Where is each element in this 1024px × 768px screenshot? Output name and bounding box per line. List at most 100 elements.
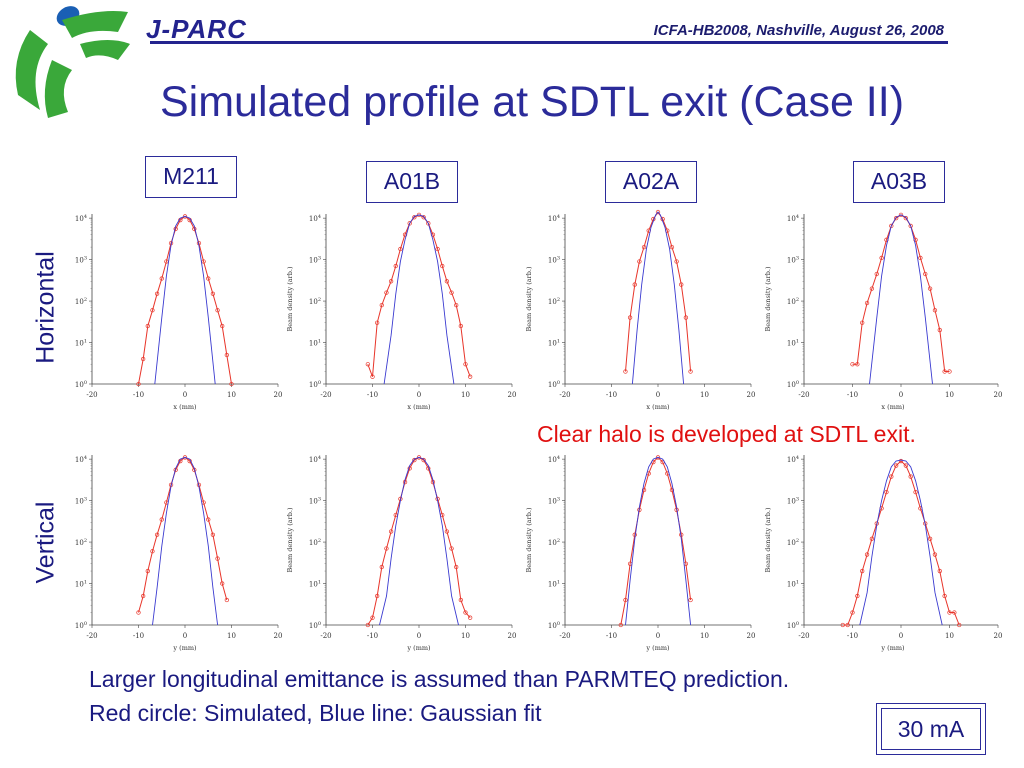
simulated-point (365, 622, 370, 628)
y-tick-label: 100 (548, 621, 560, 630)
y-tick-label: 102 (75, 297, 87, 306)
simulated-point (379, 302, 384, 308)
simulated-point (421, 215, 426, 220)
simulated-point (210, 291, 216, 296)
simulated-series-line (138, 215, 232, 385)
simulated-point (641, 244, 647, 250)
x-tick-label: 10 (945, 632, 954, 640)
simulated-point (937, 327, 942, 333)
simulated-point (893, 215, 899, 221)
simulated-point (384, 290, 389, 295)
simulated-point (435, 246, 440, 252)
y-axis-title: Beam density (arb.) (525, 507, 533, 572)
y-tick-label: 104 (548, 214, 560, 223)
y-tick-label: 104 (75, 214, 87, 223)
x-axis-title: y (mm) (172, 644, 197, 652)
simulated-point (220, 323, 225, 329)
gaussian-fit-line (859, 459, 943, 626)
y-tick-label: 100 (75, 621, 87, 630)
header-divider (150, 41, 948, 44)
simulated-series-line (842, 460, 960, 626)
simulated-point (145, 323, 150, 329)
simulated-point (932, 552, 938, 557)
simulated-series-line (367, 214, 471, 377)
simulated-point (903, 463, 909, 468)
simulated-point (398, 246, 403, 252)
x-tick-label: 20 (747, 632, 756, 640)
y-tick-label: 103 (548, 497, 560, 506)
x-axis-title: y (mm) (645, 644, 670, 652)
simulated-point (655, 209, 661, 215)
simulated-point (365, 362, 370, 367)
column-label-a01b: A01B (366, 161, 458, 203)
simulated-point (421, 457, 426, 463)
simulated-point (869, 286, 875, 291)
x-tick-label: 20 (994, 632, 1003, 640)
gaussian-fit-line (383, 214, 455, 385)
simulated-point (370, 615, 375, 620)
gaussian-fit-line (869, 214, 933, 385)
simulated-point (454, 302, 459, 308)
simulated-point (850, 610, 855, 615)
simulated-point (449, 546, 454, 551)
simulated-point (444, 529, 450, 534)
x-axis-title: y (mm) (880, 644, 905, 652)
simulated-point (864, 300, 870, 306)
y-tick-label: 100 (787, 621, 799, 630)
simulated-point (454, 564, 459, 570)
plot-horizontal-a01b: -20 -10 0 10 20 100 101 102 103 104 x (mm) Beam den… (282, 206, 516, 418)
simulated-point (416, 455, 422, 460)
beam-current-label: 30 mA (881, 708, 981, 750)
gaussian-fit-line (625, 456, 692, 626)
simulated-point (932, 308, 938, 313)
y-tick-label: 101 (787, 339, 799, 348)
simulated-point (182, 214, 188, 219)
y-tick-label: 104 (548, 455, 560, 464)
simulated-point (947, 369, 952, 374)
simulated-point (864, 552, 870, 557)
simulated-point (683, 315, 689, 320)
x-tick-label: 10 (227, 632, 236, 640)
simulated-point (182, 455, 188, 460)
y-tick-label: 102 (548, 297, 560, 306)
x-tick-label: 20 (747, 391, 756, 399)
simulated-point (145, 568, 150, 574)
y-tick-label: 101 (787, 580, 799, 589)
x-tick-label: -20 (798, 632, 809, 640)
simulated-point (370, 374, 375, 379)
y-axis-title: Beam density (arb.) (286, 507, 294, 572)
x-tick-label: 10 (945, 391, 954, 399)
legend-note: Red circle: Simulated, Blue line: Gaussi… (89, 700, 542, 726)
simulated-point (426, 221, 431, 226)
y-tick-label: 100 (548, 380, 560, 389)
y-tick-label: 102 (309, 297, 321, 306)
x-tick-label: 20 (508, 632, 517, 640)
y-tick-label: 100 (309, 380, 321, 389)
y-tick-label: 104 (309, 214, 321, 223)
simulated-point (416, 212, 422, 218)
simulated-point (937, 568, 942, 574)
y-tick-label: 101 (309, 339, 321, 348)
simulated-point (206, 276, 211, 281)
simulated-point (855, 362, 860, 367)
simulated-point (627, 315, 633, 320)
x-tick-label: -10 (847, 391, 858, 399)
simulated-point (874, 271, 879, 277)
emittance-note: Larger longitudinal emittance is assumed… (89, 666, 790, 692)
x-tick-label: 0 (183, 391, 187, 399)
plot-vertical-a03b: -20 -10 0 10 20 100 101 102 103 104 y (mm) Beam den… (760, 447, 1003, 659)
y-tick-label: 101 (75, 339, 87, 348)
x-tick-label: -10 (606, 632, 617, 640)
simulated-point (850, 362, 855, 367)
simulated-point (215, 308, 220, 313)
simulated-point (923, 271, 928, 277)
x-tick-label: -10 (847, 632, 858, 640)
simulated-point (674, 259, 679, 264)
simulated-point (154, 291, 160, 296)
simulated-point (150, 549, 155, 554)
simulated-point (632, 282, 637, 287)
simulated-point (669, 487, 675, 493)
gaussian-fit-line (631, 211, 685, 385)
x-tick-label: -10 (367, 391, 378, 399)
x-tick-label: 0 (656, 391, 660, 399)
